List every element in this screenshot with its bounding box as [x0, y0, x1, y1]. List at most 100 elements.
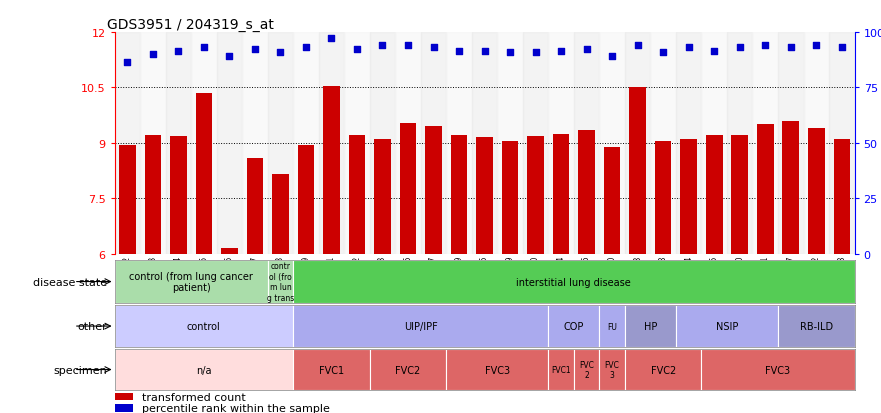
Bar: [242, 33, 268, 254]
Point: [426, 45, 440, 51]
Bar: [115, 392, 133, 401]
Bar: [191, 33, 217, 254]
Bar: [472, 33, 497, 254]
Text: transformed count: transformed count: [142, 392, 246, 401]
Bar: [497, 33, 522, 254]
Text: disease state: disease state: [33, 277, 107, 287]
Bar: [833, 140, 850, 254]
Bar: [119, 145, 136, 254]
Text: FVC1: FVC1: [319, 365, 344, 375]
Text: FVC1: FVC1: [552, 365, 571, 374]
Bar: [574, 33, 599, 254]
Point: [299, 45, 313, 51]
Bar: [447, 33, 472, 254]
Text: n/a: n/a: [196, 365, 211, 375]
Point: [605, 54, 619, 60]
Bar: [170, 137, 187, 254]
Point: [529, 50, 543, 57]
Bar: [115, 33, 140, 254]
Text: FVC2: FVC2: [396, 365, 420, 375]
Point: [759, 43, 773, 49]
Bar: [625, 33, 650, 254]
Bar: [752, 33, 778, 254]
Text: UIP/IPF: UIP/IPF: [403, 321, 438, 331]
Point: [248, 46, 262, 53]
Bar: [293, 260, 855, 304]
Point: [835, 45, 849, 51]
Bar: [319, 33, 344, 254]
Text: interstitial lung disease: interstitial lung disease: [516, 277, 632, 287]
Text: other: other: [78, 321, 107, 331]
Bar: [701, 33, 727, 254]
Bar: [298, 145, 315, 254]
Bar: [447, 349, 548, 390]
Bar: [625, 306, 676, 347]
Bar: [115, 349, 293, 390]
Bar: [599, 306, 625, 347]
Bar: [706, 136, 722, 254]
Bar: [396, 33, 421, 254]
Point: [452, 48, 466, 55]
Bar: [603, 147, 620, 254]
Bar: [268, 33, 293, 254]
Bar: [548, 349, 574, 390]
Bar: [293, 33, 319, 254]
Bar: [676, 33, 701, 254]
Bar: [552, 134, 569, 254]
Bar: [144, 136, 161, 254]
Point: [324, 35, 338, 42]
Point: [707, 48, 722, 55]
Bar: [196, 94, 212, 254]
Bar: [599, 349, 625, 390]
Bar: [115, 404, 133, 412]
Text: specimen: specimen: [54, 365, 107, 375]
Text: percentile rank within the sample: percentile rank within the sample: [142, 403, 329, 413]
Text: COP: COP: [564, 321, 584, 331]
Point: [503, 50, 517, 57]
Bar: [400, 123, 417, 254]
Bar: [221, 249, 238, 254]
Bar: [548, 306, 599, 347]
Bar: [268, 260, 293, 304]
Bar: [140, 33, 166, 254]
Text: NSIP: NSIP: [715, 321, 738, 331]
Point: [733, 45, 747, 51]
Bar: [115, 260, 268, 304]
Point: [631, 43, 645, 49]
Bar: [502, 142, 518, 254]
Bar: [829, 33, 855, 254]
Bar: [808, 129, 825, 254]
Point: [120, 59, 134, 66]
Bar: [578, 131, 595, 254]
Bar: [731, 136, 748, 254]
Point: [810, 43, 824, 49]
Bar: [323, 86, 340, 254]
Bar: [782, 121, 799, 254]
Text: FVC3: FVC3: [766, 365, 790, 375]
Bar: [349, 136, 366, 254]
Text: FVC3: FVC3: [485, 365, 510, 375]
Bar: [650, 33, 676, 254]
Bar: [421, 33, 447, 254]
Text: HP: HP: [644, 321, 657, 331]
Bar: [247, 158, 263, 254]
Bar: [477, 138, 492, 254]
Point: [350, 46, 364, 53]
Text: FVC2: FVC2: [650, 365, 676, 375]
Bar: [217, 33, 242, 254]
Text: GDS3951 / 204319_s_at: GDS3951 / 204319_s_at: [107, 18, 274, 32]
Bar: [272, 175, 289, 254]
Text: FVC
2: FVC 2: [579, 360, 594, 379]
Bar: [374, 140, 391, 254]
Bar: [293, 306, 548, 347]
Bar: [370, 349, 447, 390]
Point: [145, 52, 159, 59]
Point: [222, 54, 236, 60]
Bar: [629, 88, 646, 254]
Bar: [778, 306, 855, 347]
Text: FVC
3: FVC 3: [604, 360, 619, 379]
Bar: [451, 136, 467, 254]
Bar: [522, 33, 548, 254]
Bar: [344, 33, 370, 254]
Point: [401, 43, 415, 49]
